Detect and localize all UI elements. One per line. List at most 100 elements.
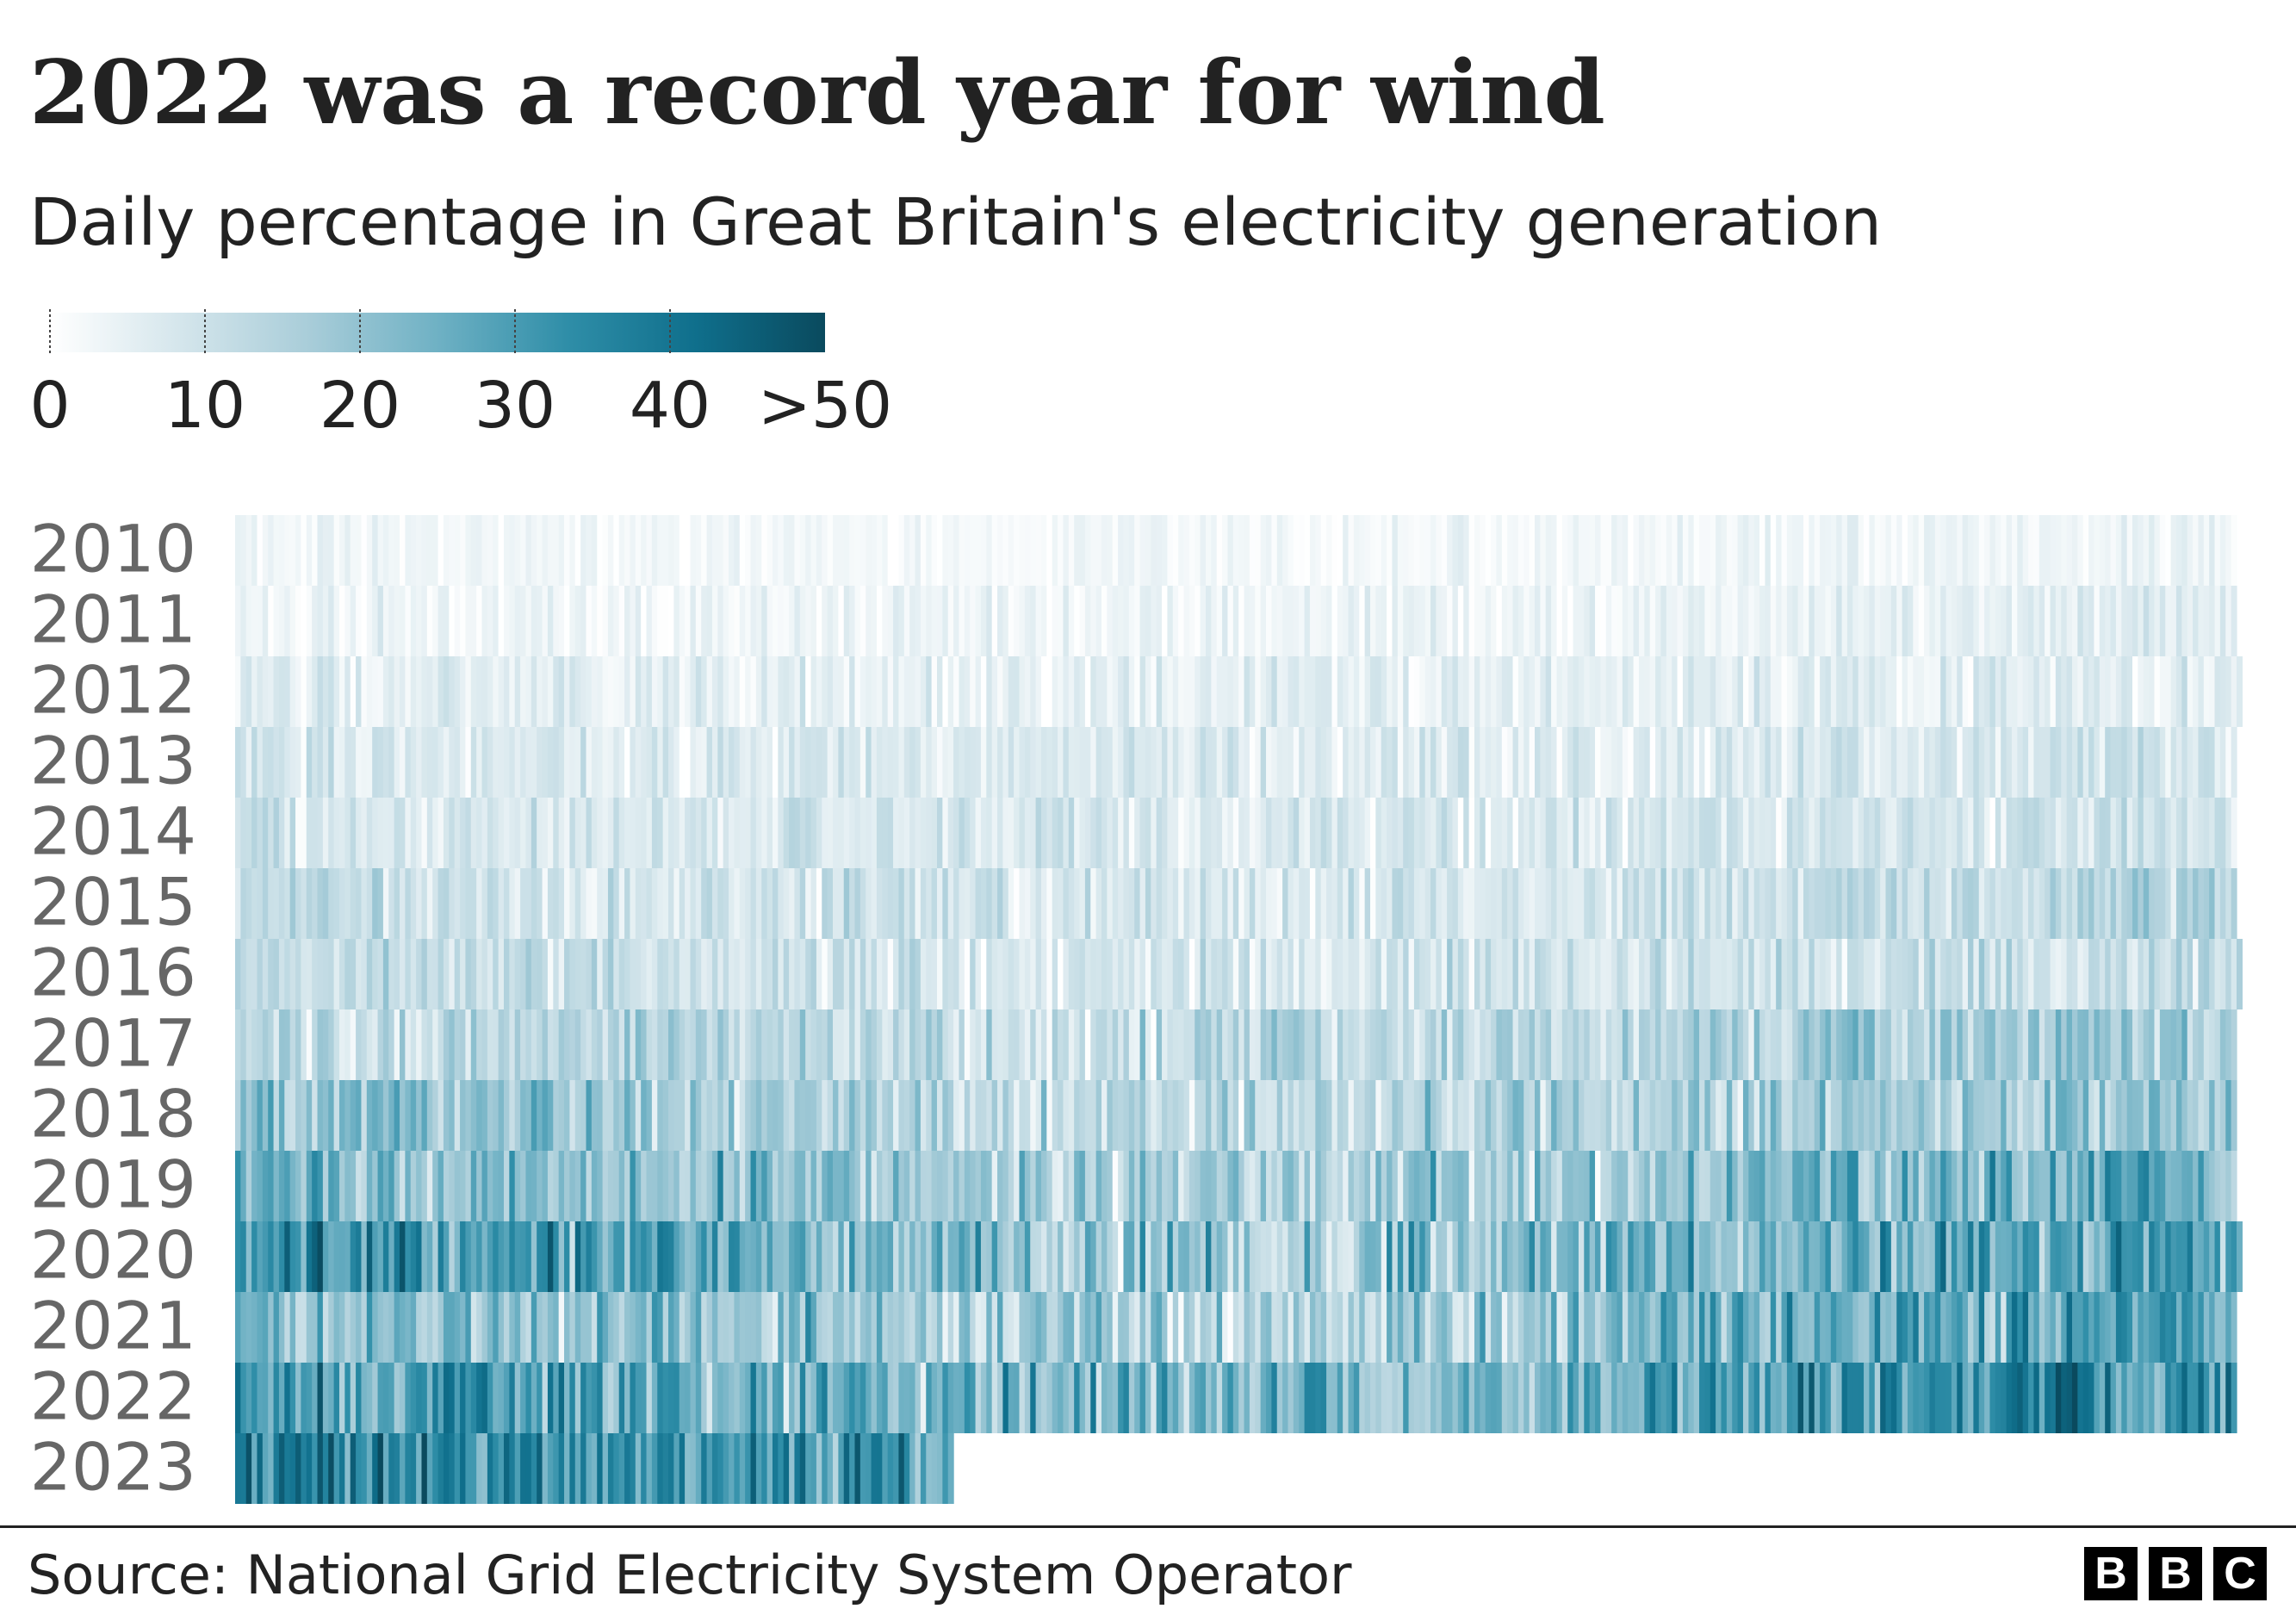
day-cell xyxy=(1940,1221,1947,1292)
day-cell xyxy=(1211,586,1218,656)
day-cell xyxy=(1293,656,1300,727)
day-cell xyxy=(822,798,828,868)
day-cell xyxy=(706,1363,713,1433)
day-cell xyxy=(2011,939,2018,1009)
day-cell xyxy=(449,868,456,939)
day-cell xyxy=(1507,586,1514,656)
day-cell xyxy=(1035,798,1042,868)
day-cell xyxy=(750,798,757,868)
day-cell xyxy=(1436,939,1443,1009)
day-cell xyxy=(685,1151,692,1221)
day-cell xyxy=(454,1151,461,1221)
day-cell xyxy=(2077,798,2084,868)
day-cell xyxy=(1820,868,1827,939)
day-cell xyxy=(1561,1292,1568,1363)
day-cell xyxy=(613,798,620,868)
day-cell xyxy=(641,727,648,798)
day-cell xyxy=(1167,1151,1174,1221)
day-cell xyxy=(701,1080,708,1151)
day-cell xyxy=(262,515,269,586)
day-cell xyxy=(986,656,993,727)
day-cell xyxy=(1118,1009,1125,1080)
day-cell xyxy=(1693,1080,1700,1151)
day-cell xyxy=(1567,798,1574,868)
day-cell xyxy=(1918,939,1925,1009)
day-cell xyxy=(2159,939,2166,1009)
day-cell xyxy=(1178,586,1185,656)
day-cell xyxy=(2154,1292,2161,1363)
day-cell xyxy=(317,1363,324,1433)
day-cell xyxy=(772,1151,779,1221)
day-cell xyxy=(520,1433,527,1504)
day-cell xyxy=(372,798,379,868)
day-cell xyxy=(903,727,910,798)
day-cell xyxy=(1765,1363,1772,1433)
day-cell xyxy=(651,939,658,1009)
day-cell xyxy=(1183,939,1190,1009)
day-cell xyxy=(1742,1080,1749,1151)
day-cell xyxy=(1748,798,1755,868)
day-cell xyxy=(2094,1151,2101,1221)
day-cell xyxy=(1387,1080,1393,1151)
day-cell xyxy=(1885,1363,1892,1433)
day-cell xyxy=(366,1292,373,1363)
day-cell xyxy=(1123,586,1130,656)
day-cell xyxy=(1611,515,1618,586)
day-cell xyxy=(1913,1221,1920,1292)
day-cell xyxy=(372,1009,379,1080)
day-cell xyxy=(1232,515,1239,586)
day-cell xyxy=(443,868,450,939)
day-cell xyxy=(268,868,275,939)
day-cell xyxy=(859,868,866,939)
day-cell xyxy=(1984,727,1991,798)
day-cell xyxy=(1112,656,1119,727)
legend-tick-label: 40 xyxy=(630,369,711,443)
day-cell xyxy=(449,656,456,727)
day-cell xyxy=(1951,1221,1958,1292)
day-cell xyxy=(2038,515,2045,586)
day-cell xyxy=(1688,1221,1695,1292)
day-cell xyxy=(1918,586,1925,656)
day-cell xyxy=(1014,1363,1021,1433)
day-cell xyxy=(1535,727,1541,798)
day-cell xyxy=(1195,1292,1201,1363)
day-cell xyxy=(2006,1009,2013,1080)
day-cell xyxy=(306,656,313,727)
day-cell xyxy=(1688,1363,1695,1433)
day-cell xyxy=(685,515,692,586)
day-cell xyxy=(1918,1009,1925,1080)
day-cell xyxy=(783,1363,790,1433)
day-cell xyxy=(635,1151,642,1221)
day-cell xyxy=(1836,1009,1843,1080)
day-cell xyxy=(1145,1363,1151,1433)
day-cell xyxy=(1869,1009,1876,1080)
day-cell xyxy=(2225,727,2232,798)
day-cell xyxy=(591,1009,598,1080)
day-cell xyxy=(1737,1151,1744,1221)
day-cell xyxy=(295,1221,302,1292)
day-cell xyxy=(1507,1221,1514,1292)
day-cell xyxy=(1019,515,1026,586)
day-cell xyxy=(1276,1151,1283,1221)
day-cell xyxy=(1890,1292,1897,1363)
day-cell xyxy=(1803,1009,1809,1080)
day-cell xyxy=(1655,1221,1662,1292)
day-cell xyxy=(2154,1080,2161,1151)
day-cell xyxy=(240,798,247,868)
day-cell xyxy=(2055,1221,2062,1292)
day-cell xyxy=(1710,1363,1716,1433)
day-cell xyxy=(1491,1292,1498,1363)
day-cell xyxy=(569,1221,576,1292)
day-cell xyxy=(1436,798,1443,868)
day-cell xyxy=(1441,1363,1448,1433)
day-cell xyxy=(1403,586,1410,656)
day-cell xyxy=(394,515,400,586)
day-cell xyxy=(1737,939,1744,1009)
day-cell xyxy=(1809,1009,1815,1080)
day-cell xyxy=(1529,515,1536,586)
day-cell xyxy=(338,1433,345,1504)
day-cell xyxy=(1090,798,1097,868)
day-cell xyxy=(1945,586,1952,656)
day-cell xyxy=(405,1009,412,1080)
day-cell xyxy=(1918,1221,1925,1292)
